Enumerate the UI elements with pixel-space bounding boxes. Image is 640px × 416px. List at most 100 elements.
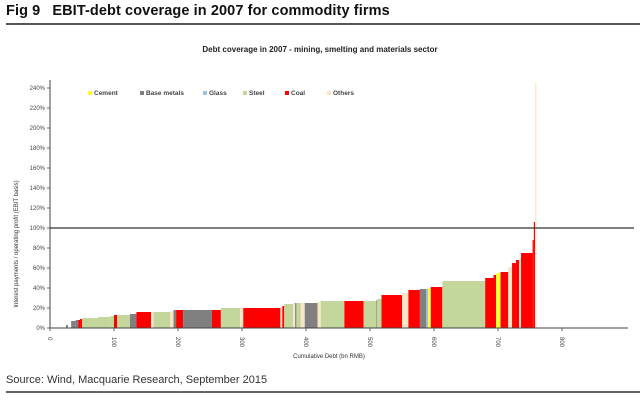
bar-base-metals-2 <box>75 320 79 328</box>
legend-swatch-base-metals <box>140 91 144 95</box>
bar-others-15 <box>170 311 174 328</box>
bar-others-13 <box>152 312 154 328</box>
x-tick-label: 600 <box>430 337 436 348</box>
y-tick-label: 100% <box>30 226 46 232</box>
figure-number: Fig 9 <box>6 3 41 19</box>
source-note: Source: Wind, Macquarie Research, Septem… <box>6 374 268 386</box>
bar-base-metals-10 <box>130 314 137 328</box>
bar-cement-42 <box>428 288 431 328</box>
legend-group: Cement Base metals Glass Steel Coal Others <box>88 90 354 97</box>
bar-coal-51 <box>515 260 520 328</box>
bar-coal-39 <box>408 290 420 328</box>
bar-steel-44 <box>442 281 486 328</box>
y-tick-label: 200% <box>30 126 46 132</box>
y-tick-label: 80% <box>33 246 46 252</box>
bar-glass-41 <box>426 289 429 328</box>
y-tick-label: 160% <box>30 166 46 172</box>
legend-swatch-glass <box>203 91 207 95</box>
legend-label-glass: Glass <box>209 90 227 97</box>
bar-others-26 <box>293 303 296 328</box>
legend-swatch-steel <box>243 91 247 95</box>
bar-steel-36 <box>377 299 382 328</box>
y-tick-label: 60% <box>33 266 46 272</box>
legend-label-steel: Steel <box>249 90 265 97</box>
bar-coal-8 <box>114 315 118 328</box>
bar-coal-54 <box>532 240 534 328</box>
x-tick-label: 100 <box>110 337 116 348</box>
bar-others-23 <box>280 307 283 328</box>
bar-steel-28 <box>296 303 301 328</box>
bar-base-metals-30 <box>304 303 318 328</box>
bar-coal-19 <box>211 310 221 328</box>
legend-swatch-others <box>327 91 331 95</box>
bar-coal-3 <box>78 320 81 328</box>
chart-title: Debt coverage in 2007 - mining, smelting… <box>202 45 438 54</box>
bar-base-metals-40 <box>419 289 427 328</box>
bar-coal-53 <box>521 253 533 328</box>
bar-coal-43 <box>430 287 443 328</box>
bar-base-metals-27 <box>295 303 297 328</box>
x-tick-label: 400 <box>302 337 308 348</box>
bar-steel-5 <box>82 318 98 328</box>
bar-base-metals-35 <box>376 300 378 328</box>
legend-label-base-metals: Base metals <box>146 90 184 97</box>
bar-steel-32 <box>320 301 345 328</box>
y-tick-label: 20% <box>33 306 46 312</box>
bar-coal-24 <box>282 306 285 328</box>
x-tick-label: 300 <box>238 337 244 348</box>
bar-others-21 <box>240 308 244 328</box>
bar-others-52 <box>519 258 522 328</box>
bar-steel-20 <box>220 308 241 328</box>
bar-coal-48 <box>500 272 509 328</box>
y-tick-label: 140% <box>30 186 46 192</box>
bar-others-49 <box>508 267 513 328</box>
bar-coal-46 <box>493 275 497 328</box>
y-tick-label: 220% <box>30 106 46 112</box>
legend-label-coal: Coal <box>291 90 305 97</box>
x-axis-title: Cumulative Debt (bn RMB) <box>293 354 365 360</box>
bar-coal-17 <box>176 310 184 328</box>
bars-group <box>66 83 537 328</box>
y-axis-title: Interest payments / operating profit (EB… <box>14 180 20 307</box>
bar-cement-47 <box>496 273 501 328</box>
legend-swatch-coal <box>285 91 289 95</box>
bar-steel-25 <box>284 304 294 328</box>
bar-coal-4 <box>80 319 82 328</box>
bar-coal-37 <box>381 295 402 328</box>
axes-group: 0% 20% 40% 60% 80% 100% 120% 140% 160% 180% 200% 22… <box>30 80 634 348</box>
bar-steel-6 <box>98 317 111 328</box>
source-rule <box>6 391 640 393</box>
bar-steel-7 <box>110 316 114 328</box>
bar-coal-45 <box>485 278 494 328</box>
legend-label-cement: Cement <box>94 90 119 97</box>
bar-base-metals-0 <box>66 325 68 328</box>
x-tick-label: 0 <box>46 337 52 341</box>
bar-others-12 <box>151 312 153 328</box>
bar-others-29 <box>300 303 305 328</box>
y-tick-label: 120% <box>30 206 46 212</box>
bar-others-38 <box>402 293 409 328</box>
bar-coal-33 <box>344 301 364 328</box>
x-tick-label: 800 <box>558 337 564 348</box>
bar-steel-34 <box>363 301 377 328</box>
bar-coal-22 <box>243 308 281 328</box>
y-tick-label: 240% <box>30 86 46 92</box>
bar-others-31 <box>317 302 321 328</box>
x-tick-label: 500 <box>366 337 372 348</box>
x-tick-label: 700 <box>494 337 500 348</box>
bar-steel-14 <box>153 312 171 328</box>
title-rule <box>6 23 640 25</box>
bar-coal-11 <box>136 312 152 328</box>
figure-title-text: EBIT-debt coverage in 2007 for commodity… <box>52 3 390 19</box>
bar-base-metals-18 <box>183 310 212 328</box>
figure-title: Fig 9 EBIT-debt coverage in 2007 for comm… <box>6 3 390 19</box>
bar-coal-55 <box>533 222 536 328</box>
y-tick-label: 0% <box>36 326 45 332</box>
x-tick-label: 200 <box>174 337 180 348</box>
y-tick-label: 40% <box>33 286 46 292</box>
y-tick-label: 180% <box>30 146 46 152</box>
bar-steel-9 <box>117 315 130 328</box>
bar-coal-50 <box>512 263 516 328</box>
bar-base-metals-16 <box>173 310 177 328</box>
